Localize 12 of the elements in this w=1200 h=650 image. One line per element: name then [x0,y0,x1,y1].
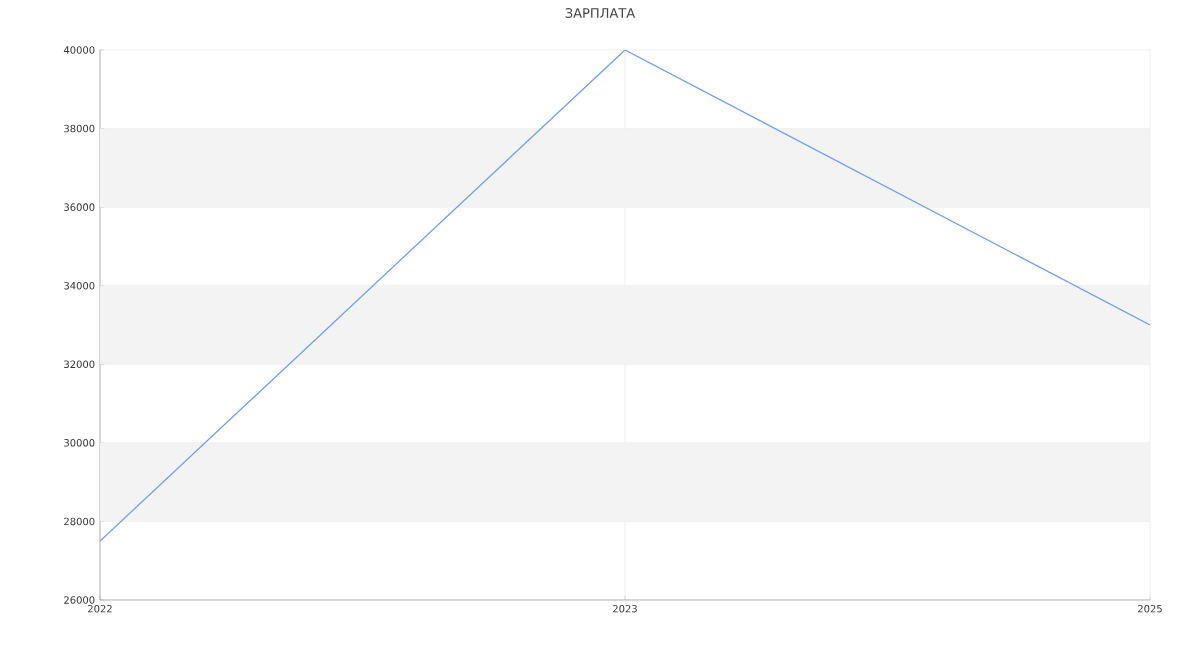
chart-title: ЗАРПЛАТА [565,8,636,18]
y-tick-label: 32000 [64,360,95,369]
x-tick-label: 2025 [1138,604,1162,613]
y-tick-label: 28000 [64,517,95,526]
x-tick-label: 2022 [88,604,112,613]
y-tick-label: 36000 [64,203,95,211]
y-tick-label: 40000 [63,46,95,54]
y-tick-label: 34000 [64,281,95,290]
y-tick-label: 38000 [64,124,95,133]
y-tick-label: 26000 [64,596,95,604]
y-tick-label: 30000 [64,439,95,447]
x-tick-label: 2023 [613,604,637,613]
